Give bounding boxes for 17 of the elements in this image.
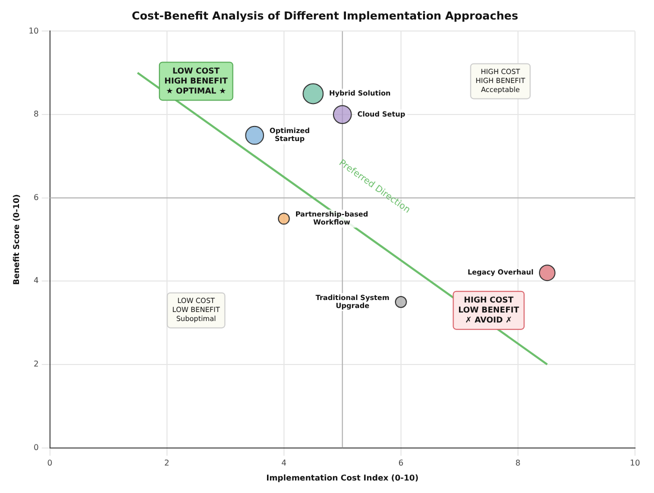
x-tick-label: 0 bbox=[47, 458, 52, 468]
y-tick-label: 8 bbox=[34, 110, 39, 119]
y-tick-label: 2 bbox=[34, 360, 39, 369]
y-axis-title: Benefit Score (0-10) bbox=[12, 194, 21, 285]
y-tick-label: 4 bbox=[34, 276, 39, 286]
annotation: HIGH COST LOW BENEFIT ✗ AVOID ✗ bbox=[458, 295, 520, 324]
x-tick-label: 2 bbox=[164, 458, 170, 468]
y-tick-label: 10 bbox=[28, 26, 39, 36]
x-tick-label: 10 bbox=[630, 458, 640, 468]
annotation: LOW COST HIGH BENEFIT ★ OPTIMAL ★ bbox=[164, 66, 228, 96]
y-tick-label: 6 bbox=[34, 192, 39, 202]
x-axis-title: Implementation Cost Index (0-10) bbox=[266, 473, 419, 482]
y-tick-label: 0 bbox=[34, 442, 39, 452]
x-tick-label: 8 bbox=[515, 458, 521, 468]
x-tick-label: 6 bbox=[398, 458, 404, 468]
chart-title: Cost-Benefit Analysis of Different Implementation Approaches bbox=[132, 9, 519, 22]
x-tick-label: 4 bbox=[281, 458, 286, 468]
